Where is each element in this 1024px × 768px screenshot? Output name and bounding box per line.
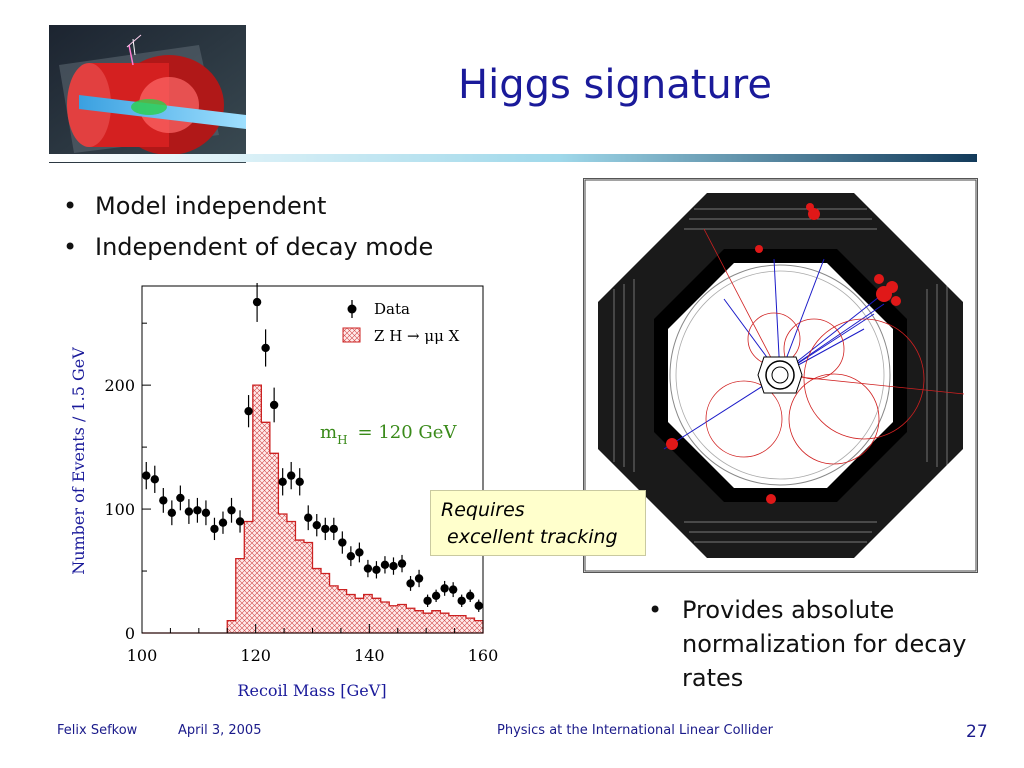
y-tick-label: 200 [104, 376, 135, 395]
x-tick-label: 100 [127, 646, 158, 665]
data-point [201, 508, 211, 517]
footer-talk-title: Physics at the International Linear Coll… [497, 723, 773, 738]
data-point [150, 475, 159, 484]
higgs-mass-annotation: mH = 120 GeV [320, 422, 457, 447]
data-point [466, 591, 475, 601]
left-bullet-list: • Model independent • Independent of decay… [55, 186, 433, 268]
data-point [176, 493, 185, 503]
legend-data-marker [347, 304, 357, 314]
y-tick-label: 0 [125, 624, 135, 643]
footer-date: April 3, 2005 [178, 723, 262, 738]
data-point [338, 538, 347, 547]
data-point [329, 524, 339, 534]
data-point [227, 506, 236, 515]
recoil-mass-histogram: 100 120 140 160 0 100 200 Number of Events / 1… [69, 283, 499, 700]
data-point [159, 496, 168, 505]
legend: Data Z H → μμ X [342, 300, 460, 345]
data-point [252, 297, 262, 307]
data-point [414, 574, 424, 583]
data-point [355, 548, 364, 557]
y-tick-label: 100 [104, 500, 135, 519]
slide-number: 27 [966, 722, 988, 742]
data-point [431, 591, 441, 601]
data-point [269, 400, 279, 410]
legend-signal-swatch [342, 327, 361, 343]
callout-line-1: Requires [441, 499, 525, 521]
signal-histogram [142, 384, 484, 634]
data-point [261, 343, 270, 353]
x-tick-label: 140 [354, 646, 385, 665]
data-point [210, 524, 219, 534]
data-point [363, 564, 373, 573]
callout-line-2: excellent tracking [441, 526, 618, 548]
data-point [389, 561, 398, 571]
legend-signal-label: Z H → μμ X [374, 327, 460, 345]
data-point [167, 508, 177, 517]
data-point [346, 551, 356, 561]
data-point [235, 517, 245, 526]
data-point [312, 520, 321, 530]
event-display-image [583, 178, 978, 573]
x-axis-title: Recoil Mass [GeV] [237, 681, 386, 700]
data-point [321, 524, 330, 534]
data-point [457, 596, 466, 605]
data-point [218, 518, 228, 527]
slide-title: Higgs signature [458, 62, 772, 108]
data-point [286, 471, 296, 480]
bullet-symbol: • [648, 596, 663, 624]
data-point [440, 584, 449, 593]
bullet-symbol: • [63, 192, 78, 220]
bullet-item: • Model independent [55, 186, 433, 227]
data-point [184, 507, 194, 516]
data-point [142, 471, 151, 480]
tracking-callout: Requires excellent tracking [430, 490, 646, 556]
bullet-item: • Independent of decay mode [55, 227, 433, 268]
data-point [448, 585, 458, 594]
legend-data-label: Data [374, 300, 410, 318]
bullet-item: • Provides absolute normalization for dec… [640, 593, 980, 695]
data-point [372, 565, 381, 574]
data-point [278, 477, 287, 487]
data-point [397, 559, 407, 568]
detector-header-image [49, 25, 246, 163]
x-tick-label: 120 [240, 646, 271, 665]
title-rule [49, 154, 977, 162]
data-point [193, 506, 202, 515]
x-tick-label: 160 [468, 646, 499, 665]
y-axis-title: Number of Events / 1.5 GeV [69, 347, 88, 575]
data-point [304, 513, 313, 522]
right-bullet-list: • Provides absolute normalization for dec… [640, 593, 980, 695]
data-point [406, 579, 415, 588]
data-point [295, 477, 304, 487]
data-point [423, 596, 432, 605]
footer-author: Felix Sefkow [57, 723, 138, 738]
data-point [244, 406, 253, 416]
bullet-symbol: • [63, 233, 78, 261]
data-point [380, 560, 390, 570]
data-point [474, 601, 483, 610]
